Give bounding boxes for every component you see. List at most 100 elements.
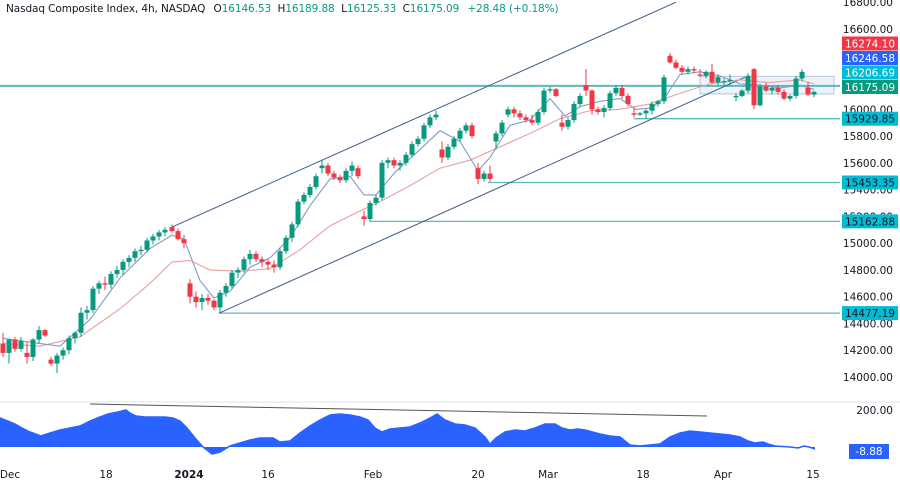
price-tick-label: 14800.00: [843, 265, 893, 277]
time-tick-label: 18: [636, 469, 649, 481]
channel-trendline[interactable]: [171, 1, 677, 228]
candle-body: [613, 87, 619, 94]
candle-body: [673, 62, 679, 68]
candle-body: [397, 162, 403, 166]
candle-body: [199, 298, 205, 303]
candle-body: [427, 117, 433, 126]
candle-body: [313, 176, 319, 187]
current-price-tag: 16206.69: [842, 65, 898, 80]
candle-body: [373, 197, 379, 203]
candle-body: [144, 240, 150, 250]
current-price-tag: 16175.09: [842, 80, 898, 94]
candle-body: [48, 359, 54, 364]
oscillator-tick-label: 200.00: [856, 405, 893, 417]
price-tick-label: 15600.00: [843, 158, 893, 170]
candle-body: [703, 71, 709, 76]
price-tick-label: 14600.00: [843, 292, 893, 304]
candle-body: [205, 298, 211, 301]
time-tick-label: 15: [806, 469, 819, 481]
price-tick-label: 15800.00: [843, 131, 893, 143]
candle-body: [379, 162, 385, 198]
close-value: 16175.09: [409, 3, 460, 15]
candle-body: [763, 86, 769, 91]
candle-body: [301, 194, 307, 202]
price-tag-label: 16274.10: [845, 39, 895, 51]
candle-body: [229, 272, 235, 286]
oscillator-tag-bg: [849, 444, 889, 459]
candle-body: [247, 253, 253, 260]
candle-body: [433, 114, 439, 118]
time-tick-label: 18: [99, 469, 112, 481]
candle-body: [439, 149, 445, 158]
candle-body: [162, 229, 168, 233]
price-tag-bg: [842, 65, 898, 80]
candle-body: [415, 138, 421, 145]
candle-body: [175, 231, 181, 240]
low-value: 16125.33: [346, 3, 397, 15]
candle-body: [793, 78, 799, 96]
candle-body: [463, 125, 469, 131]
level-tag-bg: [842, 175, 898, 190]
oscillator-line: [0, 409, 816, 455]
symbol-title: Nasdaq Composite Index, 4h, NASDAQ: [6, 3, 206, 15]
ohlc-values: O16146.53 H16189.88 L16125.33 C16175.09: [213, 3, 460, 15]
candle-body: [217, 292, 223, 308]
time-axis: Dec 18 2024 16 Feb 20 Mar 18 Apr 15: [0, 469, 820, 481]
candle-body: [150, 236, 156, 241]
candle-body: [493, 133, 499, 142]
candle-body: [331, 173, 337, 178]
candle-body: [36, 330, 42, 340]
candle-body: [18, 340, 24, 349]
candle-body: [138, 249, 144, 252]
price-tag-label: 16246.58: [845, 53, 895, 65]
candle-body: [265, 261, 271, 265]
candle-body: [0, 343, 6, 353]
candle-body: [78, 312, 84, 333]
candle-body: [349, 165, 355, 171]
candle-body: [120, 261, 126, 270]
candle-body: [631, 113, 637, 115]
candle-body: [655, 101, 661, 104]
price-tag-bg: [842, 51, 898, 65]
candle-body: [469, 125, 475, 137]
candle-body: [685, 69, 691, 72]
candle-body: [481, 173, 487, 179]
oscillator-tag-label: -8.88: [855, 446, 882, 458]
time-tick-label: 2024: [174, 469, 203, 481]
candle-body: [475, 168, 481, 179]
level-tag-bg: [842, 306, 898, 321]
candle-body: [235, 269, 241, 273]
candle-body: [54, 355, 60, 364]
candle-body: [517, 113, 523, 118]
candle-body: [529, 120, 535, 123]
candle-body: [295, 201, 301, 225]
candle-body: [487, 173, 493, 179]
candle-body: [709, 71, 715, 83]
candle-body: [589, 90, 595, 110]
candle-body: [289, 224, 295, 238]
candle-body: [271, 264, 277, 268]
candle-body: [583, 85, 589, 91]
candle-body: [391, 160, 397, 166]
channel-trendline[interactable]: [218, 76, 746, 314]
price-tag-bg: [842, 80, 898, 94]
candle-body: [769, 87, 775, 91]
candle-body: [361, 216, 367, 220]
candle-body: [667, 55, 673, 63]
candle-body: [108, 273, 114, 285]
candle-body: [535, 111, 541, 123]
time-tick-label: 20: [471, 469, 484, 481]
candle-body: [811, 91, 817, 95]
candle-body: [637, 113, 643, 115]
candle-body: [559, 122, 565, 127]
candle-body: [343, 170, 349, 181]
candle-body: [421, 125, 427, 139]
price-tick-label: 15000.00: [843, 238, 893, 250]
time-tick-label: 16: [261, 469, 275, 481]
candle-body: [691, 69, 697, 71]
oscillator-value-tag: -8.88: [849, 444, 889, 459]
candle-body: [715, 77, 721, 83]
oscillator-divergence-line[interactable]: [89, 403, 708, 417]
candlesticks: [0, 53, 817, 373]
